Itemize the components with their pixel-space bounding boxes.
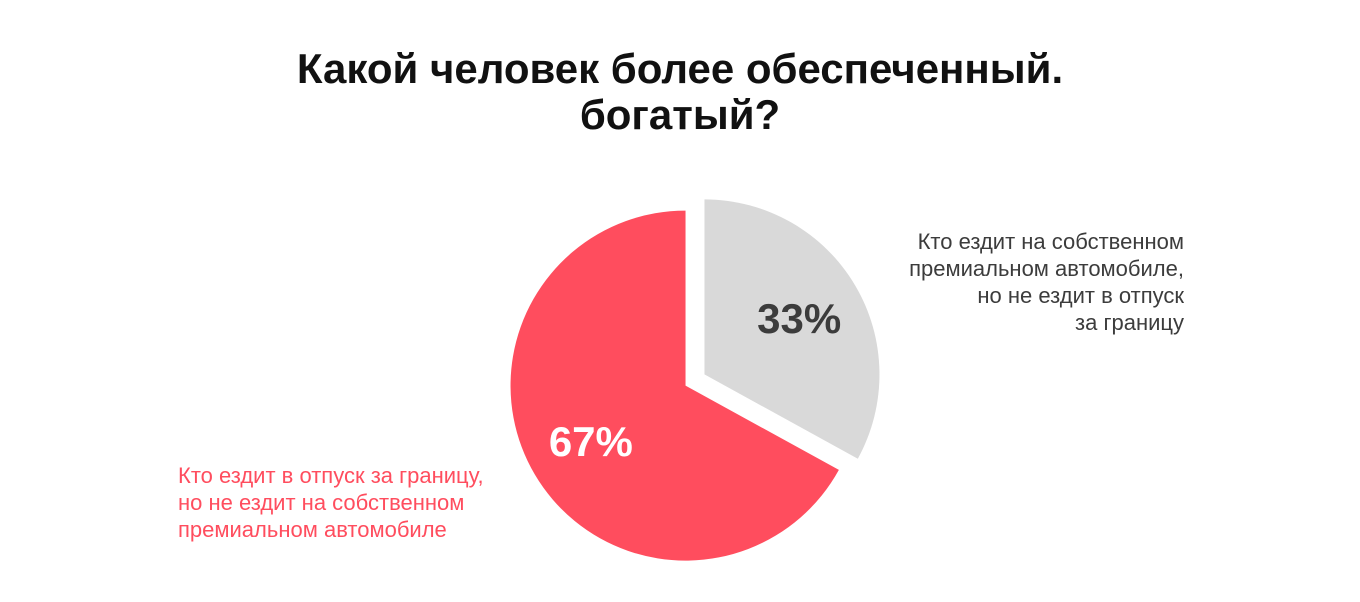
legend-label-vacation-abroad-line-3: премиальном автомобиле	[178, 517, 447, 542]
legend-label-premium-car-line-4: за границу	[1075, 310, 1184, 335]
legend-label-premium-car: Кто ездит на собственном премиальном авт…	[820, 228, 1184, 336]
pie-value-label-vacation-abroad: 67%	[549, 418, 633, 465]
legend-label-premium-car-line-1: Кто ездит на собственном	[917, 229, 1184, 254]
chart-title: Какой человек более обеспеченный. богаты…	[0, 46, 1360, 138]
legend-label-vacation-abroad: Кто ездит в отпуск за границу, но не езд…	[178, 462, 578, 543]
pie-slice-premium-car	[704, 199, 880, 459]
legend-label-premium-car-line-3: но не ездит в отпуск	[977, 283, 1184, 308]
legend-label-vacation-abroad-line-1: Кто ездит в отпуск за границу,	[178, 463, 484, 488]
chart-title-line-1: Какой человек более обеспеченный.	[296, 45, 1064, 92]
legend-label-vacation-abroad-line-2: но не ездит на собственном	[178, 490, 465, 515]
pie-slice-vacation-abroad	[510, 210, 839, 561]
legend-label-premium-car-line-2: премиальном автомобиле,	[909, 256, 1184, 281]
chart-title-line-2: богатый?	[579, 91, 781, 138]
pie-value-label-premium-car: 33%	[757, 295, 841, 342]
